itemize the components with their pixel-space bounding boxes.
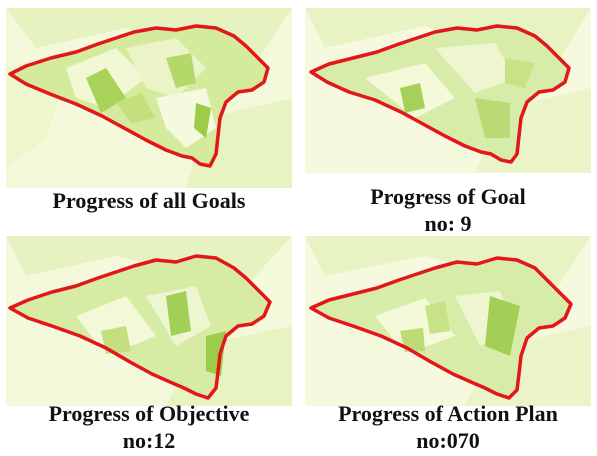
- contour-map: [305, 236, 591, 406]
- map-panel-goal: Progress of Goal no: 9: [305, 8, 591, 238]
- contour-map: [6, 8, 292, 188]
- map-panel-action-plan: Progress of Action Plan no:070: [305, 236, 591, 454]
- panel-caption: Progress of Action Plan: [338, 401, 558, 426]
- map-panel-objective: Progress of Objective no:12: [6, 236, 292, 454]
- map-panel-all-goals: Progress of all Goals: [6, 8, 292, 238]
- panel-caption-line2: no:12: [122, 428, 176, 453]
- panel-caption: Progress of Objective: [48, 401, 250, 426]
- region-boundary: [309, 24, 571, 164]
- panel-caption-line2: no: 9: [424, 211, 472, 236]
- contour-map: [305, 8, 591, 173]
- panel-caption: Progress of all Goals: [52, 188, 246, 213]
- region-boundary: [8, 254, 272, 400]
- region-boundary: [8, 24, 270, 168]
- panel-caption-line2: no:070: [416, 428, 480, 453]
- region-boundary: [309, 256, 573, 400]
- panel-caption: Progress of Goal: [370, 184, 526, 209]
- contour-map: [6, 236, 292, 406]
